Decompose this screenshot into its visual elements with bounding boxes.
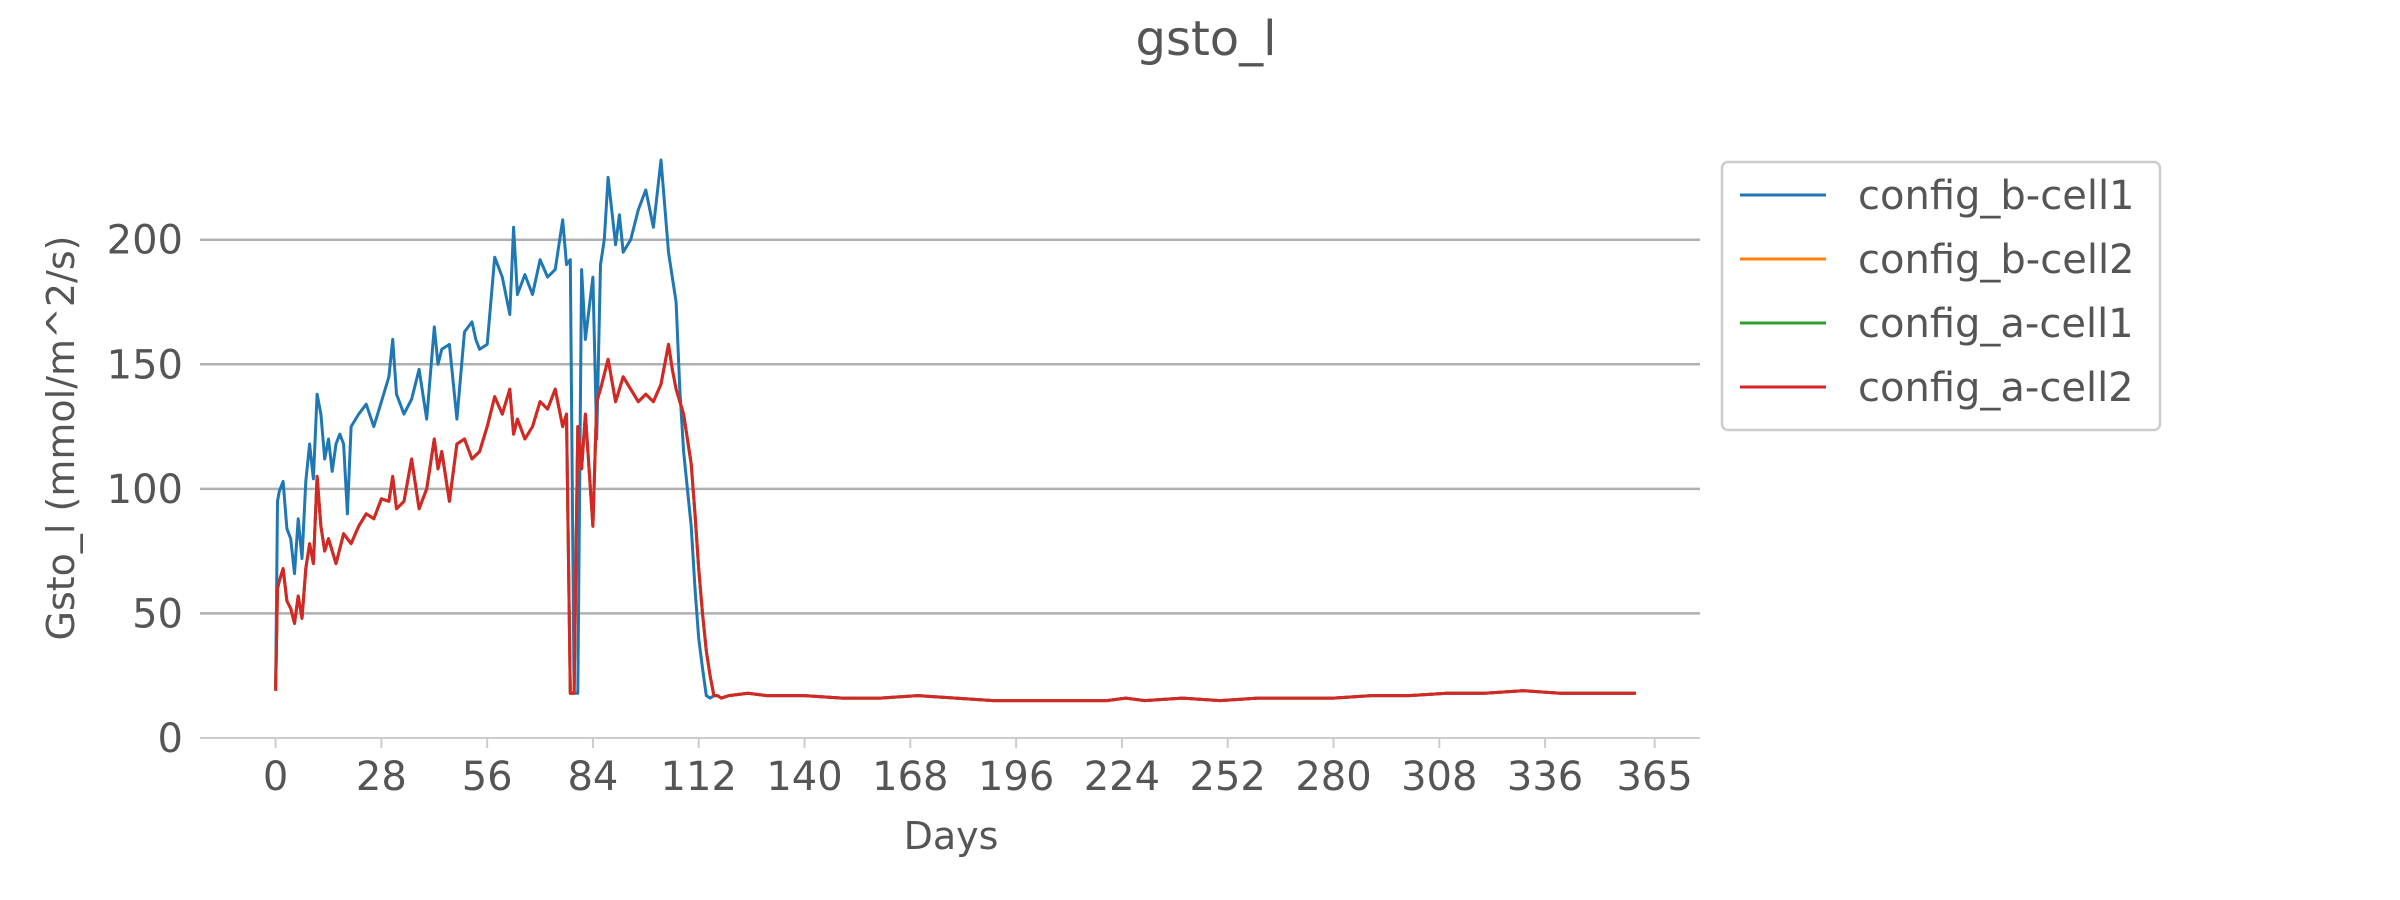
x-tick-label: 56 (462, 754, 513, 800)
series-line-config_a-cell1 (274, 342, 1636, 703)
legend-label: config_b-cell1 (1858, 173, 2135, 219)
series-line-config_b-cell1 (274, 158, 1636, 703)
gridlines (200, 238, 1700, 739)
y-tick-label: 200 (107, 218, 183, 264)
y-tick-label: 50 (132, 591, 183, 637)
x-axis-label: Days (904, 814, 999, 858)
y-axis-ticks: 0 50 100 150 200 (107, 218, 183, 762)
x-tick-label: 0 (263, 754, 288, 800)
legend-label: config_a-cell2 (1858, 365, 2134, 411)
x-tick-label: 308 (1401, 754, 1477, 800)
series-lines (274, 158, 1636, 703)
y-tick-label: 150 (107, 342, 183, 388)
x-tick-label: 280 (1295, 754, 1371, 800)
series-line-config_a-cell2 (274, 342, 1636, 703)
x-tick-label: 336 (1507, 754, 1583, 800)
y-tick-label: 0 (158, 716, 183, 762)
x-tick-label: 252 (1190, 754, 1266, 800)
legend-label: config_a-cell1 (1858, 301, 2134, 347)
x-tick-label: 84 (567, 754, 618, 800)
x-tick-label: 168 (872, 754, 948, 800)
x-tick-label: 112 (661, 754, 737, 800)
legend-box (1720, 160, 2162, 432)
y-axis-label: Gsto_l (mmol/m^2/s) (39, 236, 83, 641)
x-tick-label: 140 (766, 754, 842, 800)
x-tick-label: 28 (356, 754, 407, 800)
y-tick-label: 100 (107, 467, 183, 513)
x-tick-label: 196 (978, 754, 1054, 800)
legend: config_b-cell1 config_b-cell2 config_a-cel… (1720, 160, 2162, 432)
x-tick-label: 365 (1616, 754, 1692, 800)
x-tick-label: 224 (1084, 754, 1160, 800)
series-line-config_b-cell2 (274, 342, 1636, 703)
x-axis-ticks: 0 28 56 84 112 140 168 196 224 252 280 308 336 365 (263, 738, 1693, 800)
legend-label: config_b-cell2 (1858, 237, 2135, 283)
chart-title: gsto_l (1136, 11, 1277, 67)
